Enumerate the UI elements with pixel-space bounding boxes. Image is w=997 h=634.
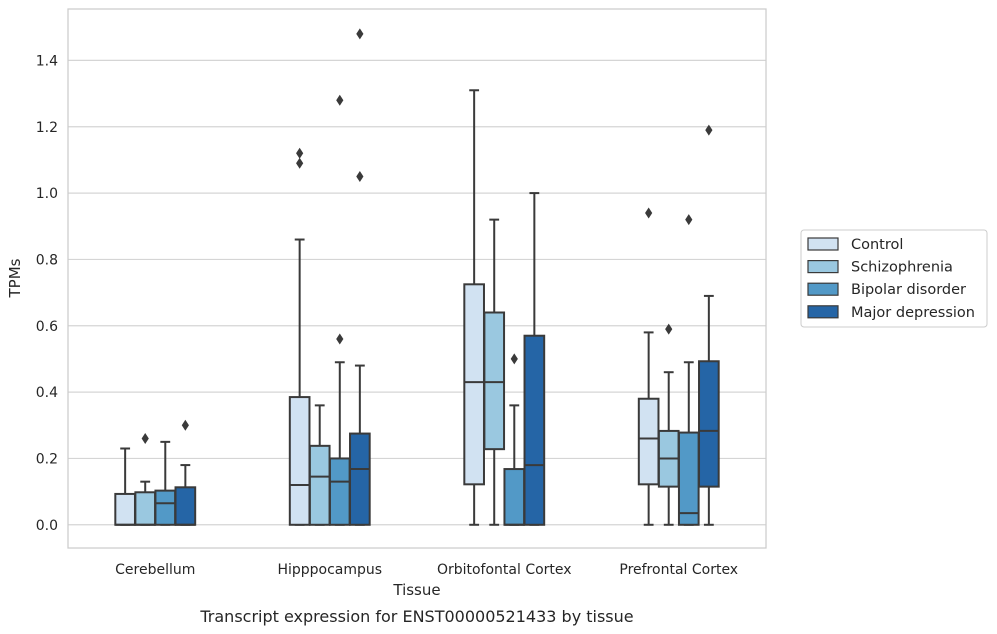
- outlier-point: [510, 353, 518, 365]
- y-tick-label: 1.2: [36, 120, 58, 136]
- box-body: [523, 334, 546, 526]
- box-body: [174, 486, 197, 526]
- box-body: [677, 431, 700, 526]
- legend-entry: Control: [851, 237, 903, 253]
- y-tick-label: 0.0: [36, 518, 58, 534]
- y-tick-label: 0.6: [36, 319, 58, 335]
- box-body: [134, 491, 157, 526]
- x-axis-label: Tissue: [392, 581, 440, 599]
- box-2-3: [677, 214, 700, 526]
- x-tick-label: Orbitofontal Cortex: [437, 562, 572, 578]
- legend: Control Schizophrenia Bipolar disorder Majo…: [800, 229, 988, 328]
- legend-swatch: [807, 237, 839, 251]
- box-3-0: [174, 419, 197, 526]
- y-tick-label: 0.2: [36, 451, 58, 467]
- legend-swatch: [807, 260, 839, 274]
- outlier-point: [336, 333, 344, 345]
- box-body: [308, 444, 331, 526]
- box-body: [698, 360, 720, 488]
- legend-entry: Bipolar disorder: [851, 282, 966, 298]
- box-body: [154, 489, 177, 526]
- box-body: [328, 457, 351, 526]
- box-2-0: [154, 440, 177, 526]
- box-1-0: [134, 433, 157, 526]
- x-tick-labels: Cerebellum Hipppocampus Orbitofontal Corte…: [115, 562, 738, 578]
- box-body: [503, 468, 526, 526]
- legend-entry: Schizophrenia: [851, 260, 953, 276]
- y-axis-label: TPMs: [6, 258, 24, 298]
- outlier-point: [645, 207, 653, 219]
- outlier-point: [665, 323, 673, 335]
- outlier-point: [181, 419, 189, 431]
- box-2-2: [503, 353, 526, 526]
- outlier-point: [685, 214, 693, 226]
- box-0-2: [463, 89, 485, 526]
- gridlines: [68, 59, 766, 526]
- legend-frame: [800, 229, 988, 328]
- box-3-1: [349, 28, 371, 526]
- outlier-point: [141, 433, 149, 445]
- x-tick-label: Hipppocampus: [277, 562, 382, 578]
- outlier-point: [356, 28, 364, 40]
- box-0-1: [288, 147, 311, 526]
- legend-entry: Major depression: [851, 305, 975, 321]
- outlier-point: [336, 94, 344, 106]
- box-body: [349, 432, 371, 526]
- y-tick-label: 1.4: [36, 53, 58, 69]
- box-0-0: [114, 447, 136, 526]
- outlier-point: [705, 124, 713, 136]
- box-2-1: [328, 94, 351, 526]
- y-tick-label: 1.0: [36, 186, 58, 202]
- outlier-point: [296, 147, 304, 159]
- box-body: [288, 396, 311, 526]
- box-body: [483, 311, 506, 451]
- outlier-point: [356, 171, 364, 183]
- y-tick-label: 0.4: [36, 385, 58, 401]
- box-3-3: [698, 124, 720, 526]
- y-tick-labels: 0.0 0.2 0.4 0.6 0.8 1.0 1.2 1.4: [36, 53, 58, 533]
- legend-swatch: [807, 305, 839, 319]
- x-tick-label: Prefrontal Cortex: [619, 562, 738, 578]
- y-tick-label: 0.8: [36, 252, 58, 268]
- box-body: [637, 397, 660, 486]
- chart-caption: Transcript expression for ENST0000052143…: [199, 607, 633, 626]
- box-1-3: [657, 323, 680, 526]
- box-1-1: [308, 404, 331, 526]
- box-0-3: [637, 207, 660, 526]
- box-body: [114, 492, 136, 526]
- plot-frame: [67, 8, 767, 549]
- box-1-2: [483, 218, 506, 526]
- outlier-point: [296, 157, 304, 169]
- box-body: [463, 283, 485, 486]
- legend-swatch: [807, 282, 839, 296]
- box-3-2: [523, 192, 546, 526]
- x-tick-label: Cerebellum: [115, 562, 195, 578]
- boxes-layer: [114, 28, 720, 526]
